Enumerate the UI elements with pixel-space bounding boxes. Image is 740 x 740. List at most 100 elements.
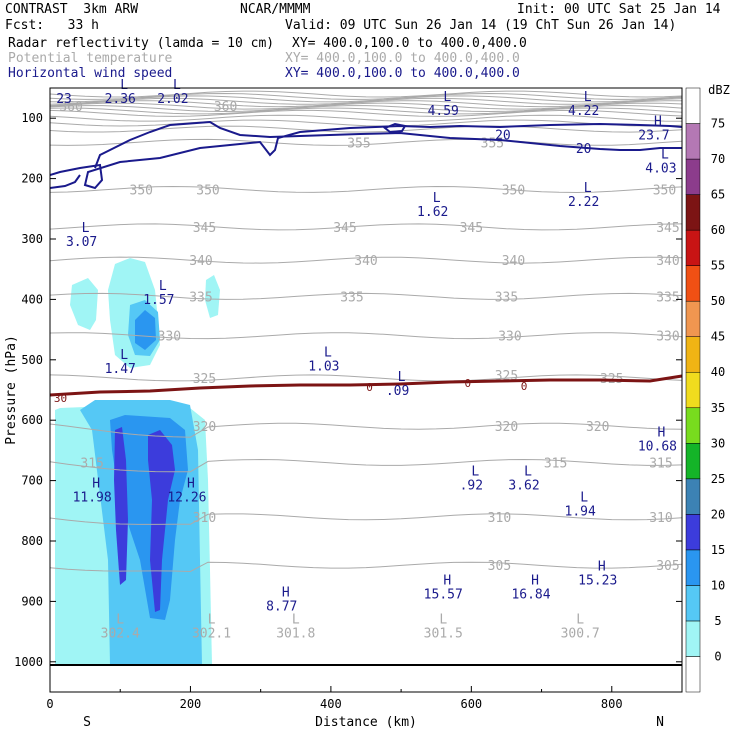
wind-extremum-mark: H — [92, 477, 100, 492]
wind-20-left — [50, 174, 81, 189]
x-tick-label: 0 — [46, 697, 53, 711]
y-tick-label: 200 — [21, 172, 43, 186]
wind-extremum-value: 10.68 — [638, 439, 677, 454]
y-tick-label: 700 — [21, 474, 43, 488]
theta-contour-line — [50, 97, 682, 105]
theta-label: 330 — [158, 330, 181, 345]
theta-label: 330 — [498, 330, 521, 345]
wind-contours — [50, 120, 682, 190]
theta-label: 340 — [656, 254, 679, 269]
theta-contour-line — [50, 332, 682, 340]
theta-label: 360 — [59, 100, 82, 115]
colorbar-swatch — [685, 229, 701, 266]
colorbar-swatch — [685, 478, 701, 515]
theta-contour-line — [50, 223, 682, 231]
theta-contour-line — [50, 256, 682, 264]
theta-label: 335 — [656, 290, 679, 305]
wind-extremum-value: 1.03 — [308, 360, 339, 375]
wind-extremum-mark: L — [120, 348, 128, 363]
theta-label: 350 — [502, 183, 525, 198]
theta-contour-line — [50, 105, 682, 113]
theta-label: 310 — [488, 511, 511, 526]
theta-contour-line — [50, 119, 682, 127]
theta-contour-line — [50, 95, 682, 103]
theta-contour-line — [50, 185, 682, 194]
surface-theta-mark: L — [208, 613, 216, 628]
colorbar-swatch — [685, 514, 701, 551]
wind-extremum-value: 11.98 — [73, 491, 112, 506]
wind-extremum-mark: H — [531, 573, 539, 588]
field-xy-theta: XY= 400.0,100.0 to 400.0,400.0 — [285, 51, 520, 66]
colorbar-level: 40 — [711, 365, 725, 379]
theta-contour-line — [50, 109, 682, 117]
theta-label: 345 — [460, 221, 483, 236]
surface-theta-value: 300.7 — [561, 627, 600, 642]
wind-extremum-mark: L — [173, 78, 181, 93]
x-tick-label: 200 — [180, 697, 202, 711]
field-xy-wind: XY= 400.0,100.0 to 400.0,400.0 — [285, 66, 520, 81]
wind-extremum-value: 1.57 — [143, 293, 174, 308]
forecast-hour: Fcst: 33 h — [5, 18, 99, 33]
theta-label: 315 — [544, 456, 567, 471]
theta-contour-line — [50, 561, 682, 573]
field-xy-reflectivity: XY= 400.0,100.0 to 400.0,400.0 — [292, 36, 527, 51]
x-tick-label: 800 — [601, 697, 623, 711]
wind-extremum-mark: L — [120, 78, 128, 93]
wind-extremum-value: 23 — [56, 92, 72, 107]
wind-20-bubble — [383, 122, 407, 134]
theta-label: 345 — [193, 221, 216, 236]
theta-contour-line — [50, 458, 682, 473]
org-label: NCAR/MMMM — [240, 2, 311, 17]
wind-extremum-value: 4.22 — [568, 104, 599, 119]
plot-frame — [49, 87, 683, 693]
init-time: Init: 00 UTC Sat 25 Jan 14 — [517, 2, 721, 17]
wind-extremum-value: 2.22 — [568, 195, 599, 210]
colorbar-swatch — [685, 336, 701, 373]
theta-contour-line — [50, 100, 682, 108]
wind-extremum-mark: L — [443, 90, 451, 105]
theta-contour-line — [50, 422, 682, 438]
field-label-wind: Horizontal wind speed — [8, 66, 173, 81]
theta-label: 315 — [80, 456, 103, 471]
wind-extremum-value: 1.47 — [105, 362, 136, 377]
wind-extremum-mark: L — [580, 491, 588, 506]
theta-label: 325 — [193, 372, 216, 387]
wind-extremum-mark: H — [187, 477, 195, 492]
refl-20dbz-col2 — [148, 430, 175, 612]
colorbar-swatch — [685, 194, 701, 231]
theta-contour-line — [50, 107, 682, 115]
surface-theta-mark: L — [116, 613, 124, 628]
colorbar-level: 70 — [711, 152, 725, 166]
theta-label: 335 — [189, 290, 212, 305]
refl-5dbz-small-right — [205, 275, 220, 318]
zero-line-label: 0 — [465, 377, 472, 390]
wind-extremum-mark: L — [661, 148, 669, 163]
wind-contour-label: 20 — [495, 128, 511, 143]
theta-label: 305 — [488, 559, 511, 574]
wind-extremum-mark: H — [598, 559, 606, 574]
colorbar-swatch — [685, 265, 701, 302]
wind-extremum-mark: L — [324, 346, 332, 361]
wind-extremum-value: 3.07 — [66, 235, 97, 250]
colorbar-level: 0 — [714, 649, 721, 663]
wind-extremum-mark: H — [443, 573, 451, 588]
theta-label: 340 — [189, 254, 212, 269]
theta-contour-line — [50, 102, 682, 110]
theta-label: 335 — [495, 290, 518, 305]
refl-5dbz-small-left — [70, 278, 98, 330]
wind-20-jet — [50, 122, 682, 190]
colorbar-level: 75 — [711, 117, 725, 131]
wind-contour-label: 20 — [576, 142, 592, 157]
wind-extremum-value: 1.62 — [417, 205, 448, 220]
wind-extremum-value: 2.02 — [157, 92, 188, 107]
theta-label: 320 — [193, 420, 216, 435]
wind-extremum-mark: L — [471, 465, 479, 480]
colorbar-level: 5 — [714, 614, 721, 628]
wind-extremum-value: 4.03 — [645, 162, 676, 177]
wind-extremum-value: 8.77 — [266, 599, 297, 614]
colorbar-swatch — [685, 407, 701, 444]
theta-contour-line — [50, 513, 682, 525]
